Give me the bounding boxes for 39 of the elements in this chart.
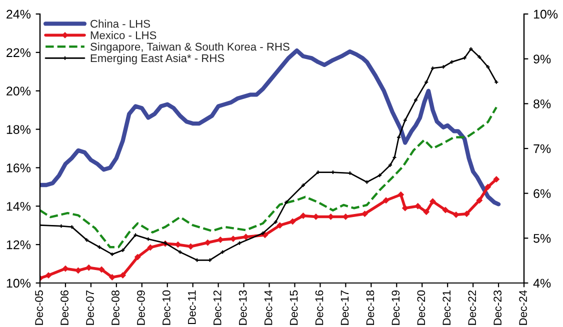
legend-label: Singapore, Taiwan & South Korea - RHS (90, 42, 290, 53)
x-tick-label: Dec-05 (35, 290, 43, 325)
x-tick-label: Dec-06 (60, 290, 68, 325)
x-tick-label: Dec-24 (519, 290, 527, 325)
y-tick-label: 22% (6, 48, 31, 58)
y2-tick-label: 5% (534, 234, 551, 243)
y-tick-label: 24% (6, 10, 31, 19)
x-tick-label: Dec-21 (442, 290, 451, 325)
y2-tick-label: 8% (534, 99, 551, 108)
x-tick-label: Dec-08 (112, 290, 120, 325)
y-tick-label: 10% (6, 278, 31, 288)
x-tick-label: Dec-07 (86, 290, 94, 325)
x-tick-label: Dec-23 (494, 290, 502, 325)
x-tick-label: Dec-20 (417, 290, 426, 325)
x-tick-label: Dec-11 (188, 290, 196, 324)
x-tick-label: Dec-13 (238, 290, 247, 325)
y-tick-label: 16% (6, 164, 31, 172)
y2-tick-label: 7% (534, 144, 551, 154)
x-tick-label: Dec-19 (392, 290, 400, 325)
x-tick-label: Dec-15 (290, 290, 298, 325)
x-tick-label: Dec-10 (162, 290, 170, 325)
y-tick-label: 12% (6, 240, 31, 250)
y2-tick-label: 4% (533, 278, 551, 288)
x-tick-label: Dec-22 (468, 290, 476, 325)
legend-label: Emerging East Asia* - RHS (90, 54, 224, 64)
x-tick-label: Dec-14 (264, 290, 272, 325)
y-tick-label: 20% (6, 86, 31, 96)
x-tick-label: Dec-17 (340, 290, 349, 325)
x-tick-label: Dec-12 (213, 290, 222, 325)
y-tick-label: 14% (6, 202, 31, 211)
y2-tick-label: 9% (534, 54, 551, 64)
legend-label: China - LHS (90, 20, 150, 28)
x-tick-label: Dec-18 (366, 290, 374, 325)
y-tick-label: 18% (6, 125, 31, 134)
x-tick-label: Dec-16 (315, 290, 324, 325)
legend-label: Mexico - LHS (90, 31, 156, 40)
y2-tick-label: 6% (534, 189, 551, 198)
x-tick-label: Dec-09 (137, 290, 145, 325)
y2-tick-label: 10% (534, 10, 558, 19)
